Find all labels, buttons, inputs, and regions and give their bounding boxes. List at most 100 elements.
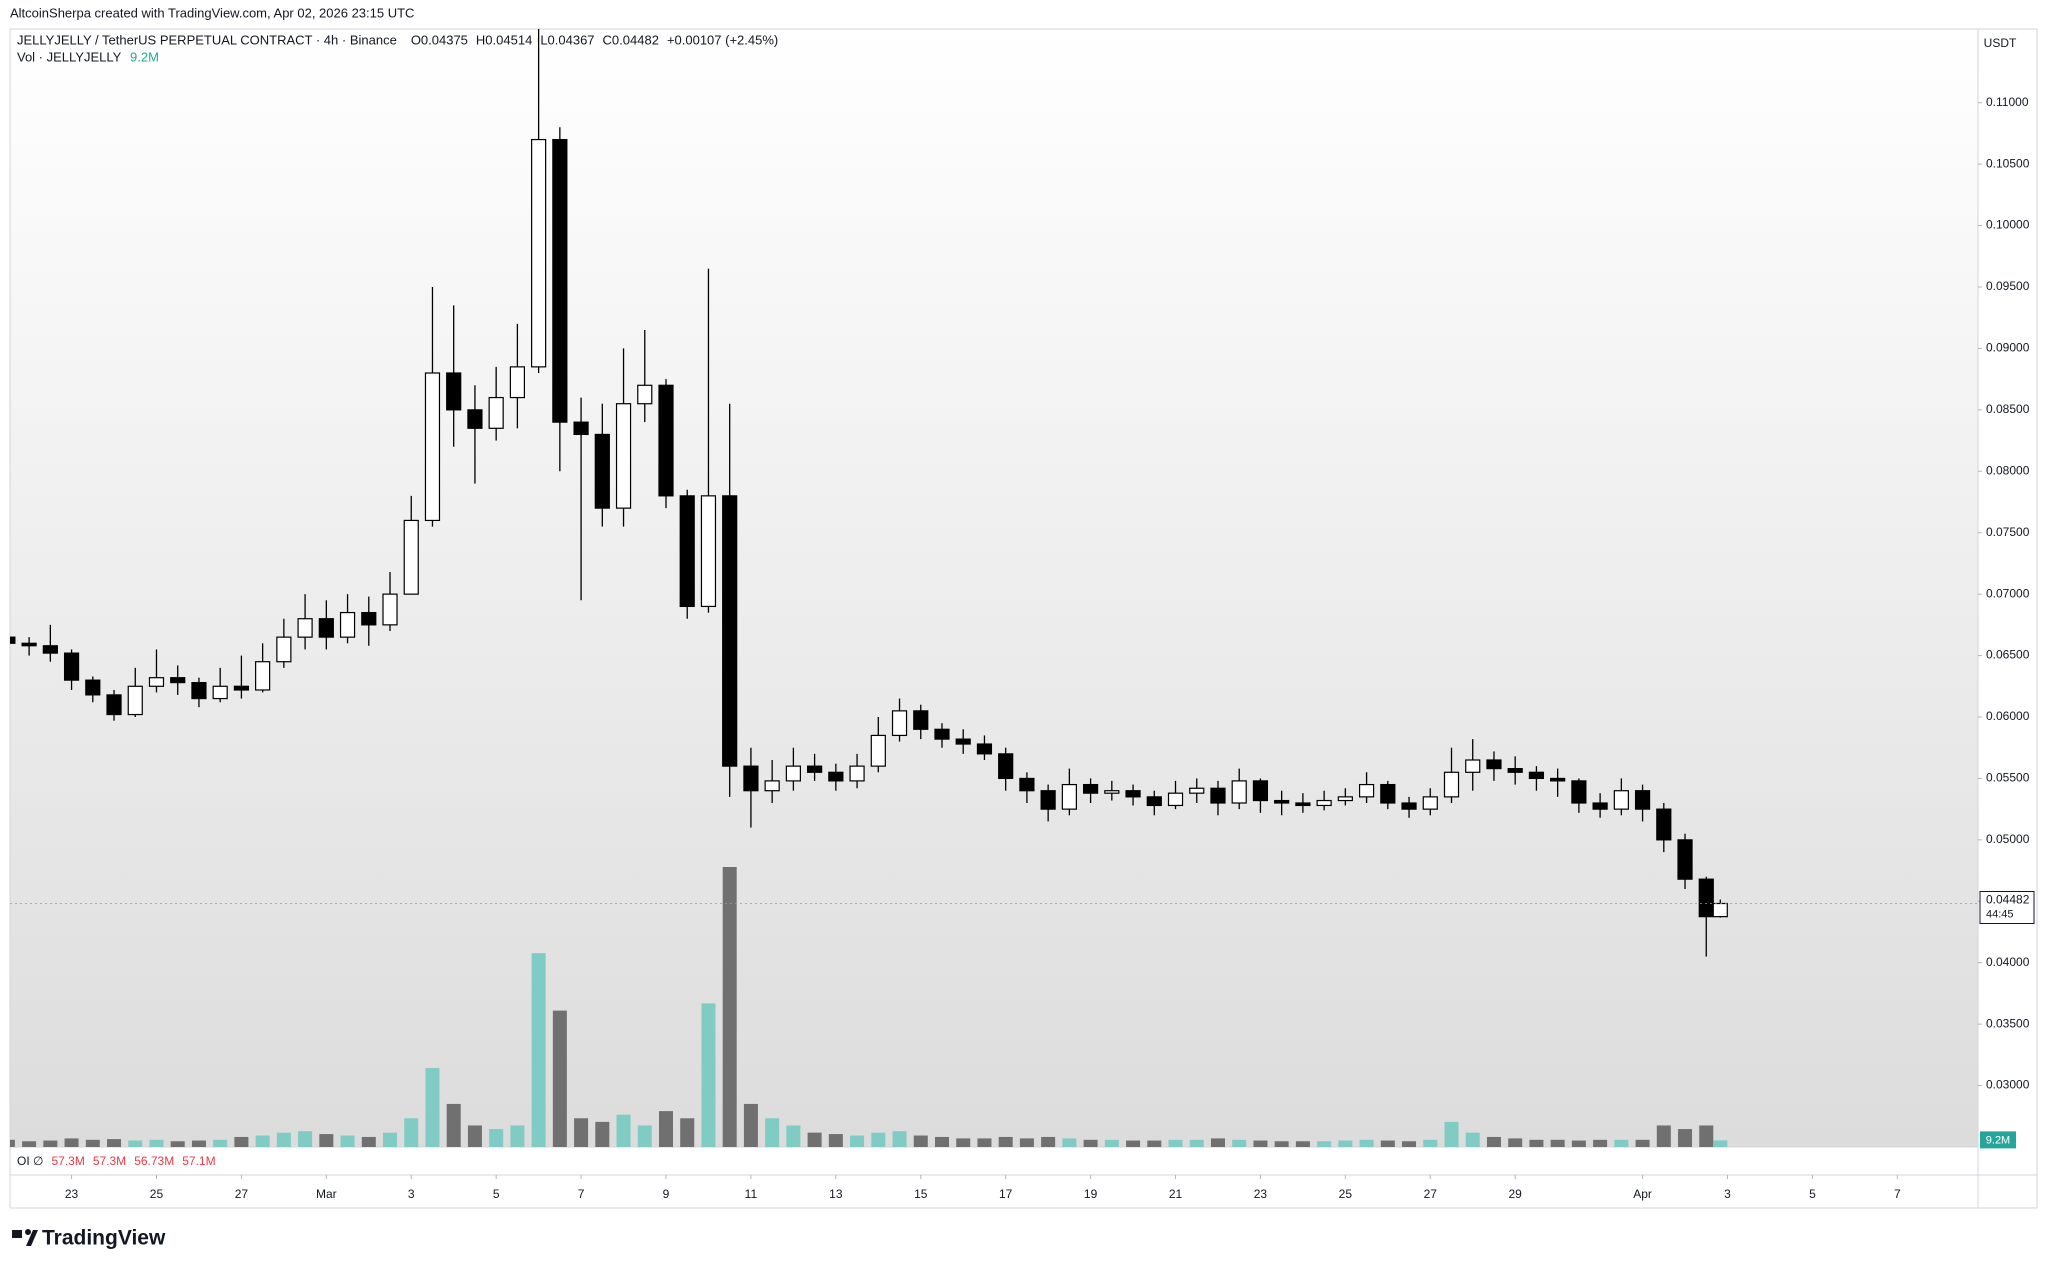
volume-bar [85, 1139, 100, 1147]
volume-bar [43, 1140, 58, 1147]
y-tick-label: 0.03000 [1986, 1078, 2030, 1092]
volume-bar [1232, 1139, 1247, 1147]
volume-bar [1444, 1121, 1459, 1147]
candle-body [1167, 792, 1184, 807]
candle-body [1295, 802, 1311, 807]
candle-body [849, 765, 865, 782]
vol-value: 9.2M [130, 49, 159, 64]
candle-body [382, 593, 398, 626]
y-tick-label: 0.05000 [1986, 832, 2030, 846]
oi-value: 57.3M [51, 1154, 84, 1168]
volume-bar [1529, 1139, 1544, 1147]
volume-bar [170, 1141, 185, 1147]
candle-body [552, 138, 568, 423]
credit: AltcoinSherpa created with TradingView.c… [10, 5, 414, 20]
candle-body [1104, 790, 1120, 794]
volume-badge-label: 9.2M [1986, 1134, 2010, 1146]
candle-body [127, 685, 143, 716]
x-tick-label: 19 [1084, 1187, 1098, 1201]
candle-body [1571, 780, 1587, 804]
x-tick-label: 3 [1724, 1187, 1731, 1201]
oi-value: 57.3M [93, 1154, 126, 1168]
volume-bar [191, 1140, 206, 1147]
x-tick-label: 5 [493, 1187, 500, 1201]
candle-body [1061, 783, 1077, 810]
volume-bar [1104, 1139, 1119, 1147]
volume-bar [913, 1135, 928, 1147]
volume-bar [1423, 1139, 1438, 1147]
volume-bar [1210, 1138, 1225, 1147]
volume-bar [1571, 1140, 1586, 1147]
volume-bar [64, 1138, 79, 1147]
volume-bar [595, 1121, 610, 1147]
volume-badge [1980, 1131, 2016, 1149]
x-tick-label: 21 [1169, 1187, 1183, 1201]
x-tick-label: 3 [408, 1187, 415, 1201]
oi-name: OI ∅ [17, 1154, 43, 1168]
volume-bar [977, 1138, 992, 1147]
volume-bar [276, 1132, 291, 1147]
volume-bar [871, 1132, 886, 1147]
x-tick-label: Mar [316, 1187, 337, 1201]
candle-body [1210, 787, 1226, 804]
volume-bar [1274, 1141, 1289, 1147]
candle-body [1698, 878, 1714, 918]
volume-bar [1189, 1139, 1204, 1147]
volume-bar [701, 1003, 716, 1147]
x-tick-label: 17 [999, 1187, 1013, 1201]
candle-body [594, 433, 610, 509]
volume-bar [1168, 1139, 1183, 1147]
y-tick-label: 0.09000 [1986, 341, 2030, 355]
volume-bar [637, 1125, 652, 1147]
candle-body [1316, 799, 1332, 807]
candle-body [1125, 790, 1141, 798]
currency: USDT [1984, 36, 2017, 50]
x-tick-label: 23 [65, 1187, 79, 1201]
ohlc-value: C0.04482 [603, 32, 659, 47]
frame [9, 28, 2038, 1209]
volume-bar [1465, 1132, 1480, 1147]
candle-body [1422, 796, 1438, 810]
volume-bar [1295, 1141, 1310, 1147]
volume-bar [1041, 1136, 1056, 1147]
candle-body [615, 403, 632, 509]
candle-body [339, 611, 356, 638]
oi-value: 56.73M [134, 1154, 174, 1168]
y-tick-label: 0.07500 [1986, 525, 2030, 539]
x-tick-label: Apr [1633, 1187, 1652, 1201]
candle-body [191, 681, 207, 700]
volume-bar [383, 1132, 398, 1147]
volume-bar [340, 1135, 355, 1147]
volume-bar [658, 1111, 674, 1147]
vol-name: Vol · JELLYJELLY [17, 49, 122, 64]
volume-bar [149, 1139, 164, 1147]
brand-logo [12, 1229, 38, 1246]
x-tick-label: 13 [829, 1187, 843, 1201]
volume-bar [786, 1125, 801, 1147]
volume-bar [765, 1118, 780, 1147]
volume-bar [1678, 1129, 1693, 1147]
candle-body [318, 618, 334, 638]
candle-body [1443, 771, 1460, 798]
volume-bar [425, 1068, 440, 1147]
volume-bar [1486, 1136, 1501, 1147]
candle-body [1252, 780, 1269, 802]
volume-bar [1359, 1139, 1374, 1147]
x-tick-label: 7 [578, 1187, 585, 1201]
volume-bar [1126, 1140, 1141, 1147]
candle-body [212, 685, 228, 700]
volume-bar [128, 1140, 143, 1147]
candle-body [679, 495, 695, 608]
ohlc-value: L0.04367 [540, 32, 594, 47]
candle-body [785, 765, 801, 782]
volume-bar [1635, 1139, 1650, 1147]
candle-body [722, 495, 738, 767]
volume-bar [10, 1139, 15, 1147]
candle-body [1634, 790, 1651, 810]
candle-body [998, 753, 1014, 780]
candle-body [955, 738, 971, 745]
candle-body [403, 519, 419, 595]
candle-body [10, 636, 16, 644]
volume-bar [467, 1125, 482, 1147]
